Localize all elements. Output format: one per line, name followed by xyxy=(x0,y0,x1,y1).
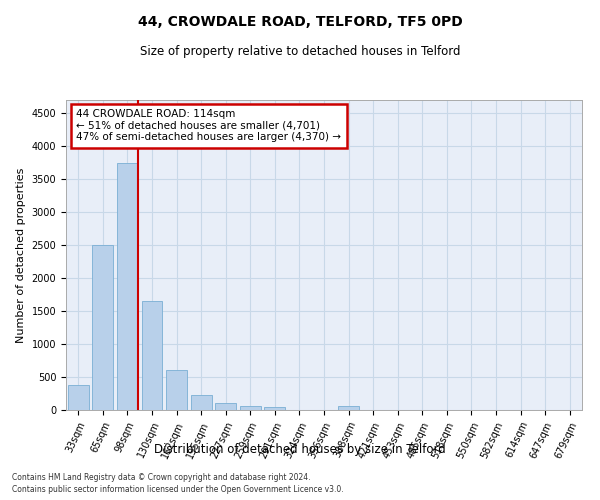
Text: Contains public sector information licensed under the Open Government Licence v3: Contains public sector information licen… xyxy=(12,485,344,494)
Bar xyxy=(191,395,212,410)
Bar xyxy=(142,301,163,410)
Bar xyxy=(68,386,89,410)
Bar xyxy=(338,406,359,410)
Text: 44 CROWDALE ROAD: 114sqm
← 51% of detached houses are smaller (4,701)
47% of sem: 44 CROWDALE ROAD: 114sqm ← 51% of detach… xyxy=(76,110,341,142)
Bar xyxy=(166,370,187,410)
Y-axis label: Number of detached properties: Number of detached properties xyxy=(16,168,26,342)
Text: Contains HM Land Registry data © Crown copyright and database right 2024.: Contains HM Land Registry data © Crown c… xyxy=(12,472,311,482)
Text: 44, CROWDALE ROAD, TELFORD, TF5 0PD: 44, CROWDALE ROAD, TELFORD, TF5 0PD xyxy=(137,15,463,29)
Bar xyxy=(215,402,236,410)
Bar xyxy=(117,162,138,410)
Bar xyxy=(240,406,261,410)
Text: Distribution of detached houses by size in Telford: Distribution of detached houses by size … xyxy=(154,442,446,456)
Bar xyxy=(265,408,286,410)
Text: Size of property relative to detached houses in Telford: Size of property relative to detached ho… xyxy=(140,45,460,58)
Bar xyxy=(92,245,113,410)
